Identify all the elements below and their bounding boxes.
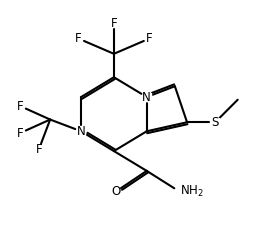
Text: F: F [146, 32, 153, 45]
Text: F: F [75, 32, 82, 45]
Bar [143, 93, 151, 101]
Bar [17, 103, 23, 109]
Text: F: F [17, 100, 23, 113]
Bar [146, 35, 153, 42]
Bar [211, 118, 219, 126]
Text: F: F [111, 17, 117, 30]
Bar [112, 188, 119, 195]
Text: S: S [212, 116, 219, 129]
Text: O: O [111, 185, 120, 198]
Bar [75, 35, 81, 42]
Text: F: F [36, 143, 42, 156]
Bar [177, 188, 194, 196]
Text: NH$_2$: NH$_2$ [180, 184, 203, 199]
Text: N: N [142, 91, 151, 104]
Bar [36, 146, 42, 152]
Text: F: F [17, 126, 23, 139]
Bar [77, 127, 85, 135]
Bar [17, 130, 23, 136]
Bar [111, 20, 117, 26]
Text: N: N [77, 125, 85, 138]
